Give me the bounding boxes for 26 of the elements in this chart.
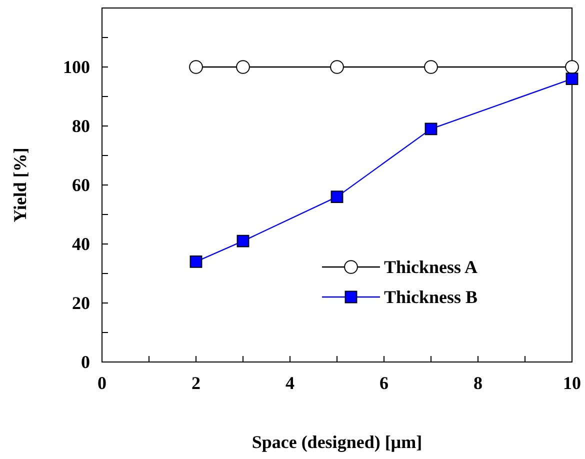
point bbox=[424, 122, 438, 136]
x-tick-label: 10 bbox=[563, 372, 581, 393]
point bbox=[330, 60, 344, 74]
x-tick-label: 2 bbox=[192, 372, 200, 393]
y-tick-label: 100 bbox=[63, 56, 90, 77]
y-tick-label: 20 bbox=[72, 292, 90, 313]
x-tick-label: 4 bbox=[286, 372, 294, 393]
x-tick-label: 0 bbox=[98, 372, 106, 393]
point bbox=[190, 256, 202, 268]
point bbox=[566, 72, 578, 85]
point bbox=[565, 60, 579, 74]
y-tick-label: 80 bbox=[72, 116, 90, 136]
y-axis-title: Yield [%] bbox=[10, 148, 30, 222]
point bbox=[424, 60, 438, 74]
y-tick-label: 0 bbox=[81, 352, 90, 372]
point bbox=[189, 60, 203, 74]
y-tick-label: 40 bbox=[72, 234, 90, 254]
point bbox=[236, 234, 250, 248]
x-tick-label: 6 bbox=[380, 372, 388, 393]
point bbox=[330, 190, 344, 203]
legend-label: Thickness B bbox=[384, 287, 478, 307]
x-tick-label: 8 bbox=[474, 372, 482, 393]
point bbox=[236, 60, 250, 74]
x-axis-title: Space (designed) [µm] bbox=[252, 432, 422, 452]
legend-label: Thickness A bbox=[384, 257, 478, 277]
y-tick-label: 60 bbox=[72, 174, 90, 195]
